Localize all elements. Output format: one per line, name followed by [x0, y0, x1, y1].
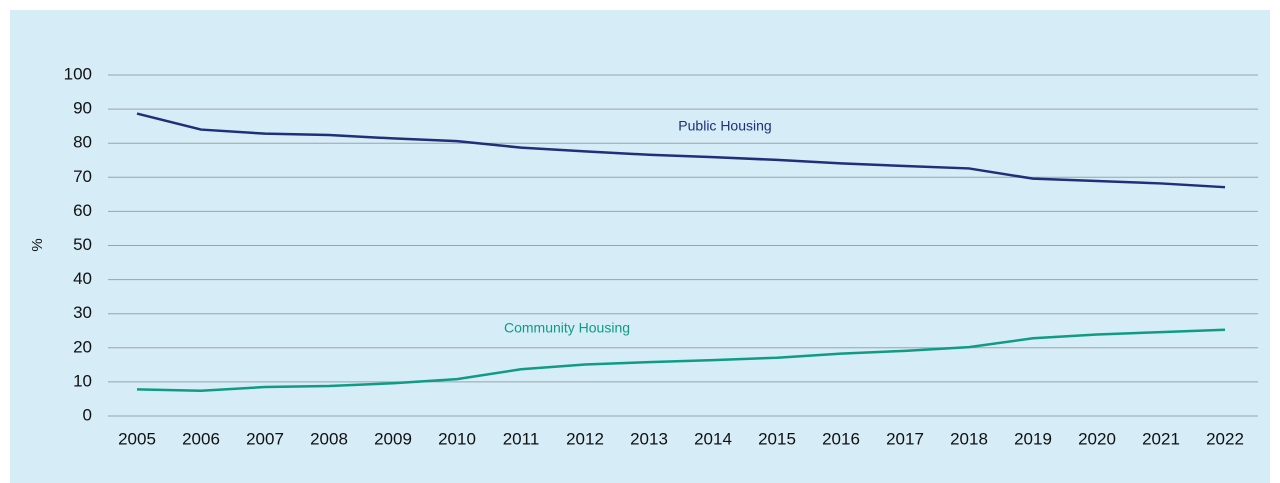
- y-tick-label: 0: [83, 405, 92, 424]
- y-tick-label: 50: [73, 235, 92, 254]
- y-tick-label: 10: [73, 371, 92, 390]
- x-tick-label: 2017: [886, 429, 924, 448]
- x-tick-label: 2011: [503, 429, 540, 448]
- y-tick-label: 100: [64, 64, 92, 83]
- y-tick-label: 80: [73, 133, 92, 152]
- x-tick-label: 2005: [118, 429, 156, 448]
- x-tick-label: 2013: [630, 429, 668, 448]
- x-tick-label: 2014: [694, 429, 732, 448]
- x-tick-label: 2009: [374, 429, 412, 448]
- x-tick-label: 2006: [182, 429, 220, 448]
- y-axis-label: %: [29, 238, 46, 251]
- x-tick-label: 2015: [758, 429, 796, 448]
- panel: [10, 10, 1270, 483]
- series-annotation: Public Housing: [678, 118, 771, 134]
- y-tick-label: 30: [73, 303, 92, 322]
- x-tick-label: 2019: [1014, 429, 1052, 448]
- x-tick-label: 2012: [566, 429, 604, 448]
- x-tick-label: 2018: [950, 429, 988, 448]
- y-tick-label: 40: [73, 269, 92, 288]
- y-tick-label: 70: [73, 167, 92, 186]
- series-annotation: Community Housing: [504, 320, 630, 336]
- x-tick-label: 2008: [310, 429, 348, 448]
- x-tick-label: 2010: [438, 429, 476, 448]
- y-tick-label: 60: [73, 201, 92, 220]
- x-tick-label: 2022: [1206, 429, 1244, 448]
- series-line: [136, 112, 1226, 189]
- x-tick-label: 2021: [1142, 429, 1180, 448]
- x-tick-label: 2016: [822, 429, 860, 448]
- y-tick-label: 20: [73, 337, 92, 356]
- x-tick-label: 2007: [246, 429, 284, 448]
- y-tick-label: 90: [73, 99, 92, 118]
- series-line: [136, 328, 1226, 393]
- x-tick-label: 2020: [1078, 429, 1116, 448]
